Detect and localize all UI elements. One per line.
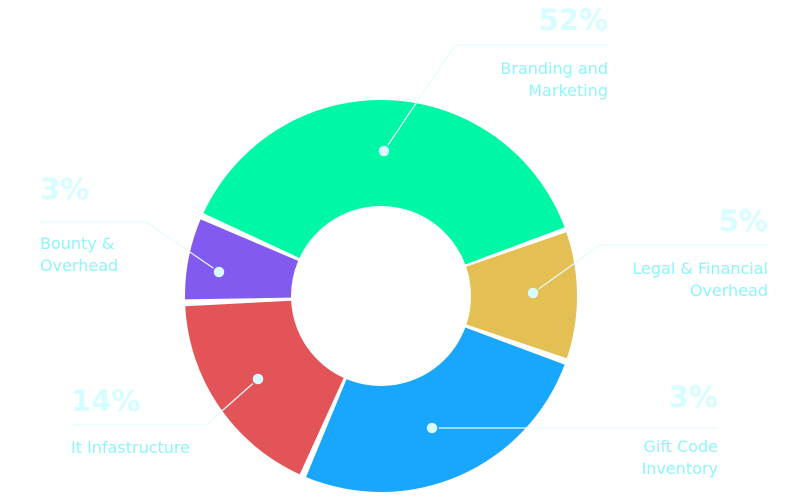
leader-line-infra bbox=[71, 378, 259, 426]
slice-label-giftcode: Gift Code bbox=[643, 437, 718, 456]
slice-label-branding: Marketing bbox=[528, 81, 608, 100]
value-label-infra: 14% bbox=[71, 384, 140, 418]
slice-bounty bbox=[185, 219, 299, 300]
callout-dot-giftcode bbox=[425, 421, 439, 435]
slice-label-bounty: Bounty & bbox=[40, 234, 114, 253]
leader-line-branding bbox=[383, 44, 608, 152]
slice-label-bounty: Overhead bbox=[40, 256, 118, 275]
slice-giftcode bbox=[305, 327, 565, 493]
slice-branding bbox=[203, 100, 565, 265]
callout-dot-legal bbox=[526, 286, 540, 300]
value-label-bounty: 3% bbox=[40, 172, 89, 206]
value-label-branding: 52% bbox=[539, 3, 608, 37]
value-label-legal: 5% bbox=[719, 204, 768, 238]
slice-label-giftcode: Inventory bbox=[642, 459, 718, 478]
slice-legal bbox=[466, 232, 577, 359]
callout-dot-bounty bbox=[212, 265, 226, 279]
slice-label-legal: Legal & Financial bbox=[632, 259, 768, 278]
slice-infra bbox=[185, 300, 344, 475]
value-label-giftcode: 3% bbox=[669, 380, 718, 414]
callout-dot-branding bbox=[377, 144, 391, 158]
leader-line-bounty bbox=[40, 221, 220, 273]
slice-label-legal: Overhead bbox=[690, 281, 768, 300]
slice-label-infra: It Infastructure bbox=[71, 438, 190, 457]
leader-line-legal bbox=[532, 244, 768, 294]
callout-dot-infra bbox=[251, 372, 265, 386]
slice-label-branding: Branding and bbox=[500, 59, 608, 78]
